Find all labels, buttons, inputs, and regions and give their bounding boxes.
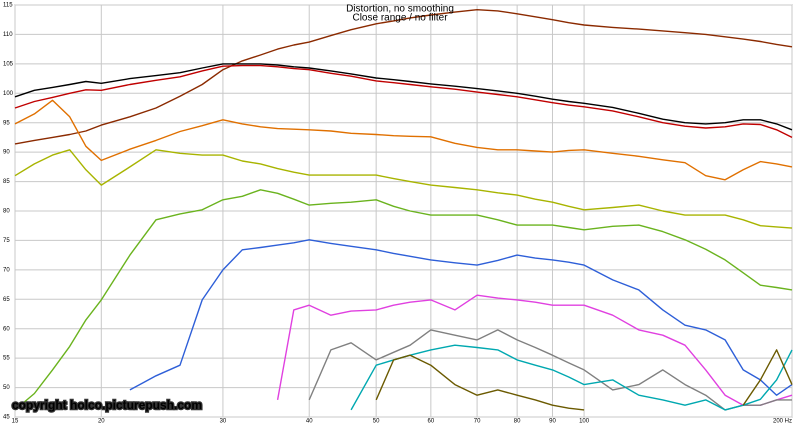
y-tick-label: 80: [3, 209, 10, 215]
series-line: [276, 294, 793, 406]
y-tick-label: 90: [3, 150, 10, 156]
y-tick-label: 95: [3, 120, 10, 126]
x-tick-label: 50: [373, 419, 380, 424]
y-tick-label: 50: [3, 385, 10, 391]
y-tick-label: 65: [3, 297, 10, 303]
x-tick-label: 100: [579, 419, 590, 424]
series-line: [14, 99, 793, 181]
x-tick-label: 15: [12, 419, 19, 424]
x-tick-label: 80: [514, 419, 521, 424]
y-tick-label: 110: [3, 32, 13, 38]
series-line: [14, 149, 793, 229]
y-tick-label: 115: [3, 3, 13, 9]
x-tick-label: 40: [306, 419, 313, 424]
x-tick-label: 60: [428, 419, 435, 424]
watermark: copyright holco.picturepush.com: [12, 398, 202, 412]
series-line: [14, 64, 793, 139]
y-tick-label: 60: [3, 326, 10, 332]
y-tick-label: 70: [3, 267, 10, 273]
series-line: [14, 63, 793, 131]
chart-title: Distortion, no smoothing: [346, 4, 454, 15]
y-tick-label: 55: [3, 356, 10, 362]
x-tick-label: 200 Hz: [773, 419, 792, 424]
series-line: [14, 189, 793, 411]
x-tick-label: 20: [98, 419, 105, 424]
series-line: [375, 349, 793, 411]
y-tick-label: 75: [3, 238, 10, 244]
y-tick-label: 45: [3, 415, 10, 421]
chart-subtitle: Close range / no filter: [352, 13, 448, 24]
x-tick-label: 70: [474, 419, 481, 424]
y-tick-label: 100: [3, 91, 14, 97]
series-line: [14, 9, 793, 145]
series-line: [350, 344, 793, 411]
x-tick-label: 90: [549, 419, 556, 424]
y-tick-label: 105: [3, 61, 14, 67]
x-tick-label: 30: [220, 419, 227, 424]
y-tick-label: 85: [3, 179, 10, 185]
series-line: [129, 239, 793, 396]
